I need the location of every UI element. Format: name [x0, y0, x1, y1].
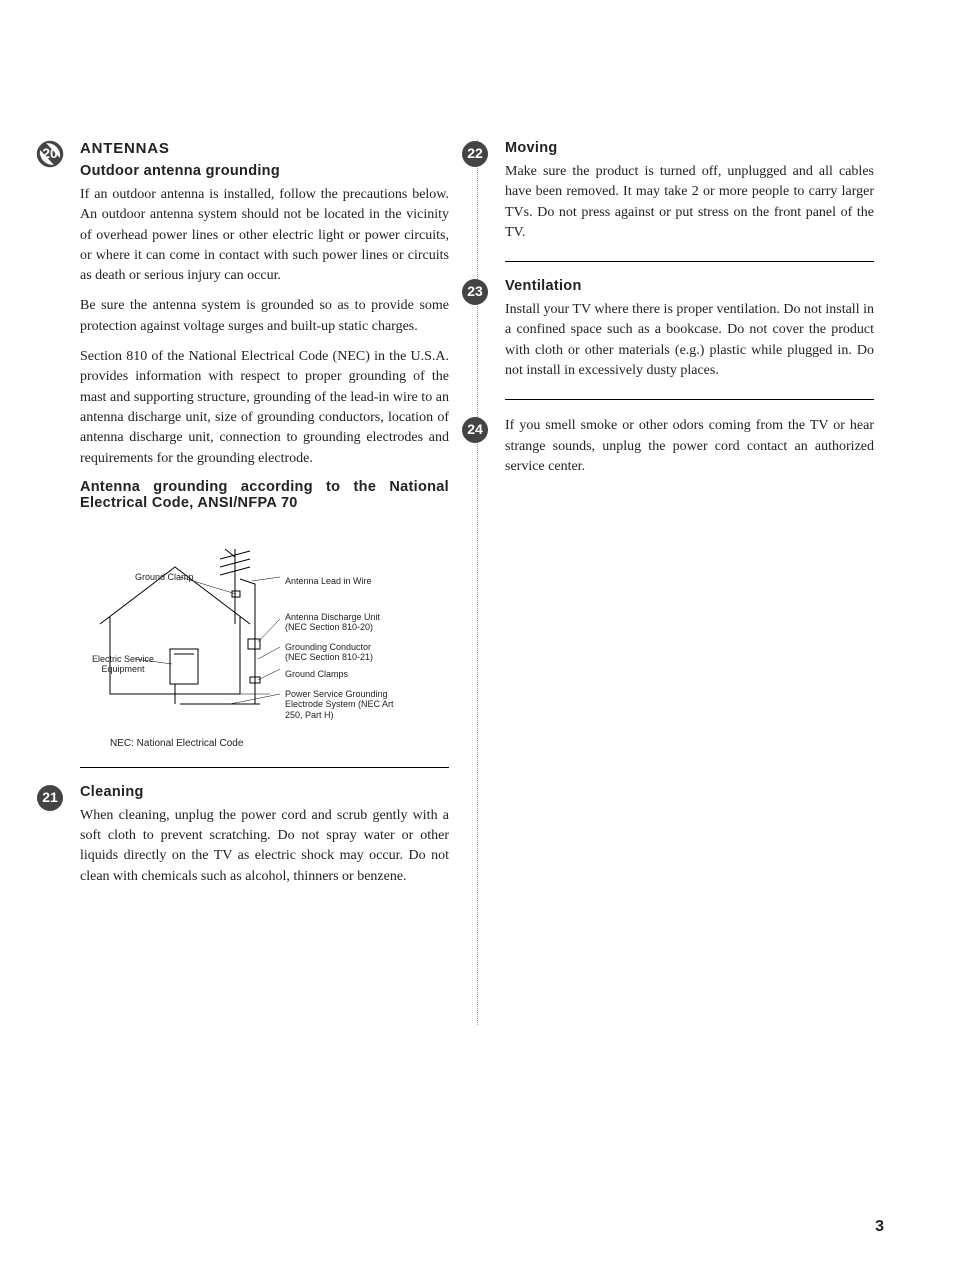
antenna-diagram: Ground Clamp Antenna Lead in Wire Antenn… — [80, 529, 449, 749]
diagram-label-grounding-conductor: Grounding Conductor (NEC Section 810-21) — [285, 642, 395, 663]
badge-24-number: 24 — [461, 421, 489, 437]
left-column: 20 ANTENNAS Outdoor antenna grounding If… — [70, 140, 477, 905]
section-23-title: Ventilation — [505, 278, 874, 294]
section-20-title: ANTENNAS — [80, 140, 449, 157]
section-21: 21 Cleaning When cleaning, unplug the po… — [80, 784, 449, 887]
section-23: 23 Ventilation Install your TV where the… — [505, 278, 874, 381]
badge-20-number: 20 — [36, 145, 64, 161]
rule-after-23 — [505, 399, 874, 400]
badge-21-icon: 21 — [36, 784, 64, 812]
diagram-label-ground-clamp: Ground Clamp — [135, 572, 194, 582]
badge-21-number: 21 — [36, 789, 64, 805]
section-20-subtitle: Outdoor antenna grounding — [80, 163, 449, 179]
section-20-p2: Be sure the antenna system is grounded s… — [80, 296, 449, 337]
section-20-sub2: Antenna grounding according to the Natio… — [80, 479, 449, 511]
section-21-p1: When cleaning, unplug the power cord and… — [80, 806, 449, 887]
section-22-title: Moving — [505, 140, 874, 156]
diagram-caption: NEC: National Electrical Code — [110, 738, 449, 749]
diagram-label-power-service: Power Service Grounding Electrode System… — [285, 689, 405, 720]
section-21-title: Cleaning — [80, 784, 449, 800]
rule-after-20 — [80, 767, 449, 768]
section-20-p3: Section 810 of the National Electrical C… — [80, 347, 449, 469]
section-20: 20 ANTENNAS Outdoor antenna grounding If… — [80, 140, 449, 749]
section-24: 24 If you smell smoke or other odors com… — [505, 416, 874, 477]
page-number: 3 — [875, 1218, 884, 1236]
section-23-p1: Install your TV where there is proper ve… — [505, 300, 874, 381]
badge-22-number: 22 — [461, 145, 489, 161]
page-content: 20 ANTENNAS Outdoor antenna grounding If… — [70, 140, 884, 905]
badge-22-icon: 22 — [461, 140, 489, 168]
diagram-label-electric-service: Electric Service Equipment — [88, 654, 158, 675]
section-22-p1: Make sure the product is turned off, unp… — [505, 162, 874, 243]
badge-20-icon: 20 — [36, 140, 64, 168]
badge-23-icon: 23 — [461, 278, 489, 306]
section-24-p1: If you smell smoke or other odors coming… — [505, 416, 874, 477]
rule-after-22 — [505, 261, 874, 262]
section-20-p1: If an outdoor antenna is installed, foll… — [80, 185, 449, 286]
section-22: 22 Moving Make sure the product is turne… — [505, 140, 874, 243]
badge-23-number: 23 — [461, 283, 489, 299]
right-column: 22 Moving Make sure the product is turne… — [477, 140, 884, 905]
badge-24-icon: 24 — [461, 416, 489, 444]
diagram-label-ground-clamps: Ground Clamps — [285, 669, 348, 679]
diagram-label-antenna-lead: Antenna Lead in Wire — [285, 576, 372, 586]
diagram-label-discharge-unit: Antenna Discharge Unit (NEC Section 810-… — [285, 612, 395, 633]
column-divider — [477, 140, 478, 1025]
